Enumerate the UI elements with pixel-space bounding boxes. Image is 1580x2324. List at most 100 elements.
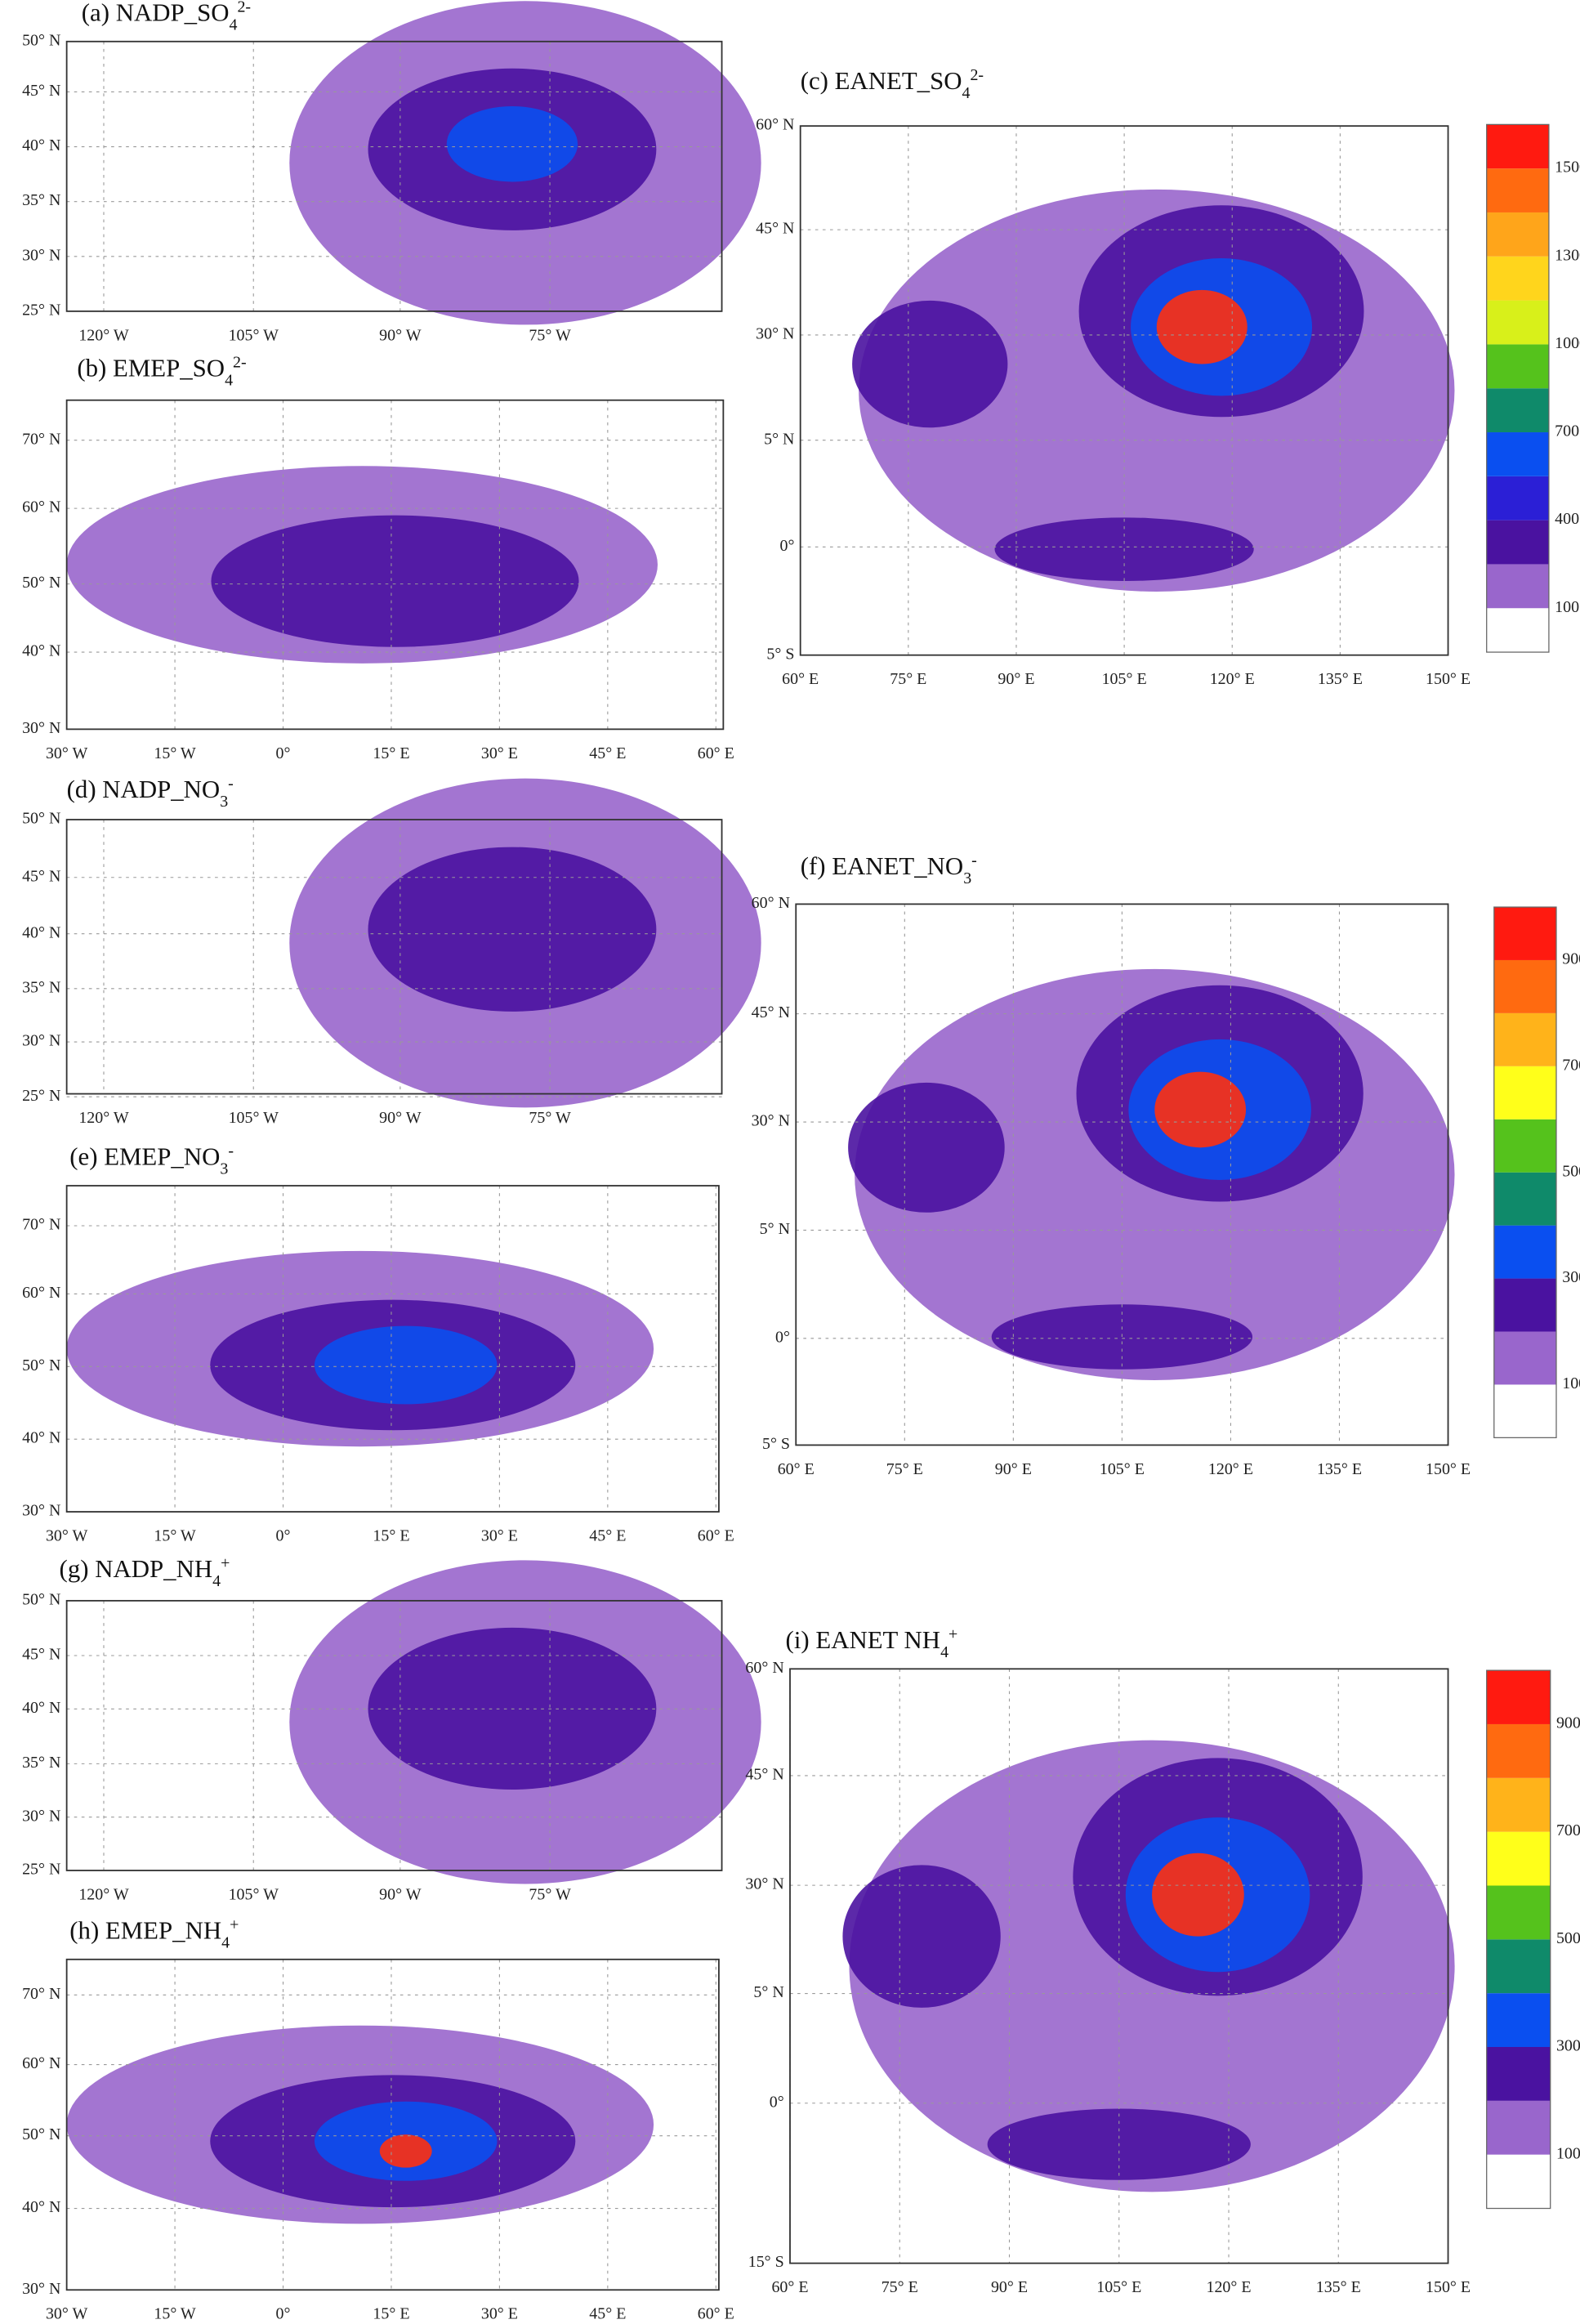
panel-title: (g) NADP_NH4+ bbox=[60, 1554, 230, 1590]
y-tick-label: 50° N bbox=[22, 31, 60, 49]
colorbar-band bbox=[1486, 388, 1549, 433]
deposition-area bbox=[1156, 289, 1247, 364]
y-tick-label: 50° N bbox=[22, 1590, 60, 1608]
map-frame bbox=[65, 1599, 723, 1871]
y-tick-label: 50° N bbox=[22, 574, 60, 592]
colorbar: 100 400 700 1000 1300 1500 bbox=[1486, 123, 1580, 653]
colorbar-band bbox=[1493, 1278, 1556, 1332]
colorbar-band bbox=[1486, 168, 1549, 212]
x-tick-label: 90° W bbox=[379, 326, 422, 344]
x-tick-label: 60° E bbox=[698, 1526, 734, 1544]
x-tick-label: 105° W bbox=[229, 326, 279, 344]
y-tick-label: 40° N bbox=[22, 642, 60, 660]
colorbar-band bbox=[1486, 564, 1549, 609]
x-tick-label: 120° W bbox=[78, 326, 129, 344]
y-tick-label: 60° N bbox=[745, 1659, 783, 1677]
colorbar-frame bbox=[1493, 906, 1557, 1438]
colorbar-tick-label: 100 bbox=[1555, 598, 1579, 616]
colorbar-band bbox=[1493, 1172, 1556, 1226]
title-sub: 4 bbox=[962, 84, 970, 102]
panel-title: (b) EMEP_SO42- bbox=[77, 354, 246, 390]
deposition-area bbox=[842, 1865, 1001, 2008]
title-sub: 3 bbox=[963, 869, 971, 887]
x-tick-label: 120° E bbox=[1210, 670, 1255, 688]
y-tick-label: 70° N bbox=[22, 430, 60, 448]
y-tick-label: 70° N bbox=[22, 1216, 60, 1234]
panel-title: (h) EMEP_NH4+ bbox=[69, 1915, 239, 1951]
colorbar-band bbox=[1493, 959, 1556, 1013]
y-tick-label: 40° N bbox=[22, 136, 60, 154]
x-tick-label: 105° E bbox=[1096, 2278, 1141, 2296]
title-text: (g) NADP_NH bbox=[60, 1555, 213, 1583]
y-tick-label: 40° N bbox=[22, 923, 60, 941]
title-sup: 2- bbox=[237, 0, 251, 16]
map-panel: (c) EANET_SO42- 60° E 75° E 90° E 105° E 120°… bbox=[756, 66, 1471, 688]
y-tick-label: 25° N bbox=[22, 1087, 60, 1105]
x-tick-label: 135° E bbox=[1318, 670, 1363, 688]
y-tick-label: 15° S bbox=[748, 2253, 784, 2271]
map-panel: (e) EMEP_NO3- 30° W 15° W 0° 15° E 30° E 45° E… bbox=[22, 1142, 734, 1545]
colorbar-band bbox=[1486, 344, 1549, 389]
y-tick-label: 5° N bbox=[764, 430, 794, 448]
colorbar-band bbox=[1486, 476, 1549, 521]
y-tick-label: 45° N bbox=[756, 220, 794, 238]
colorbar-band bbox=[1486, 300, 1549, 345]
title-text: (b) EMEP_SO bbox=[77, 355, 225, 382]
deposition-area bbox=[379, 2134, 432, 2168]
y-tick-label: 30° N bbox=[22, 1502, 60, 1520]
panel-title: (i) EANET NH4+ bbox=[786, 1625, 958, 1661]
colorbar-band bbox=[1486, 212, 1549, 257]
deposition-area bbox=[314, 1325, 498, 1405]
colorbar-tick-label: 700 bbox=[1562, 1056, 1580, 1074]
x-tick-label: 90° E bbox=[998, 670, 1034, 688]
y-tick-label: 50° N bbox=[22, 1356, 60, 1374]
panel-title: (d) NADP_NO3- bbox=[67, 775, 234, 811]
x-tick-label: 75° W bbox=[529, 1885, 571, 1903]
y-tick-label: 0° bbox=[779, 537, 794, 555]
colorbar-tick-label: 700 bbox=[1556, 1821, 1580, 1839]
colorbar-tick-label: 500 bbox=[1556, 1929, 1580, 1947]
colorbar-frame bbox=[1486, 123, 1550, 653]
x-tick-label: 60° E bbox=[698, 744, 734, 762]
colorbar-band bbox=[1486, 1939, 1551, 1994]
title-sup: + bbox=[221, 1554, 230, 1572]
y-tick-label: 30° N bbox=[752, 1112, 790, 1130]
y-tick-label: 5° N bbox=[753, 1983, 783, 2001]
map-panel: (d) NADP_NO3- 120° W 105° W 90° W 75° W 50° N… bbox=[22, 775, 761, 1127]
x-tick-label: 60° E bbox=[698, 2305, 734, 2323]
title-text: (f) EANET_NO bbox=[801, 852, 963, 880]
colorbar-tick-label: 500 bbox=[1562, 1162, 1580, 1180]
x-tick-label: 150° E bbox=[1426, 670, 1471, 688]
y-tick-label: 35° N bbox=[22, 1754, 60, 1772]
x-tick-label: 0° bbox=[276, 2305, 291, 2323]
y-tick-label: 50° N bbox=[22, 2125, 60, 2143]
y-tick-label: 50° N bbox=[22, 810, 60, 828]
y-tick-label: 45° N bbox=[745, 1765, 783, 1783]
x-tick-label: 30° W bbox=[46, 2305, 88, 2323]
colorbar-band bbox=[1486, 608, 1549, 653]
x-tick-label: 90° W bbox=[379, 1885, 422, 1903]
map-frame bbox=[65, 819, 723, 1095]
map-frame bbox=[65, 1958, 720, 2291]
colorbar-tick-label: 300 bbox=[1562, 1268, 1580, 1286]
y-tick-label: 30° N bbox=[22, 1032, 60, 1050]
colorbar-band bbox=[1486, 1993, 1551, 2048]
colorbar-tick-label: 1500 bbox=[1555, 159, 1580, 177]
deposition-area bbox=[1152, 1852, 1244, 1937]
x-tick-label: 15° E bbox=[373, 744, 409, 762]
title-text: (e) EMEP_NO bbox=[69, 1143, 220, 1171]
x-tick-label: 15° E bbox=[373, 2305, 409, 2323]
x-tick-label: 105° W bbox=[229, 1885, 279, 1903]
y-tick-label: 30° N bbox=[745, 1875, 783, 1893]
title-text: (c) EANET_SO bbox=[801, 67, 962, 95]
x-tick-label: 15° E bbox=[373, 1526, 409, 1544]
colorbar-tick-label: 100 bbox=[1556, 2144, 1580, 2162]
x-tick-label: 15° W bbox=[154, 1526, 196, 1544]
panel-title: (c) EANET_SO42- bbox=[801, 66, 984, 102]
x-tick-label: 30° W bbox=[46, 744, 88, 762]
y-tick-label: 40° N bbox=[22, 1699, 60, 1717]
title-sup: 2- bbox=[970, 66, 984, 84]
colorbar-band bbox=[1486, 2047, 1551, 2101]
x-tick-label: 60° E bbox=[771, 2278, 808, 2296]
map-panel: (a) NADP_SO42- 120° W 105° W 90° W 75° W 50° … bbox=[22, 0, 761, 344]
